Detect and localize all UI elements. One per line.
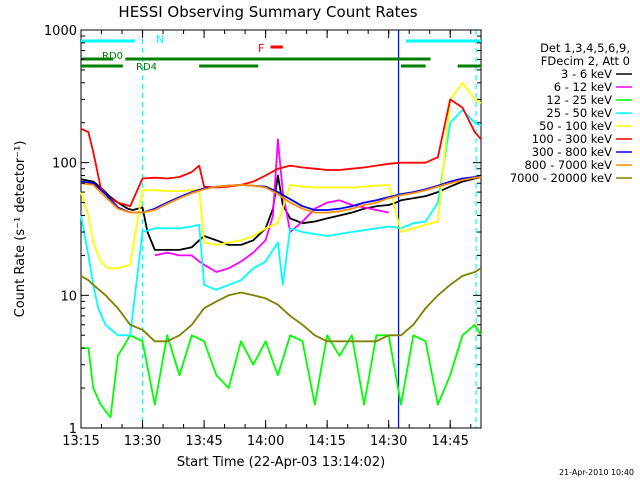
flag-bar-label: RD0 xyxy=(102,51,123,62)
y-axis: 1 10 100 1000 xyxy=(44,24,481,437)
series-line xyxy=(81,323,482,419)
legend: Det 1,3,4,5,6,9, FDecim 2, Att 0 3 - 6 k… xyxy=(510,41,632,185)
series-line xyxy=(80,98,482,208)
legend-label: 3 - 6 keV xyxy=(561,67,612,81)
series-line xyxy=(80,81,482,270)
legend-header-line-2: FDecim 2, Att 0 xyxy=(541,54,630,68)
y-tick-label: 1000 xyxy=(44,24,77,39)
vertical-markers xyxy=(141,30,477,428)
x-tick-label: 14:45 xyxy=(431,434,468,449)
series-layer xyxy=(80,81,482,419)
x-tick-label: 13:30 xyxy=(124,434,161,449)
chart-title: HESSI Observing Summary Count Rates xyxy=(118,3,417,21)
series-line xyxy=(80,174,482,251)
legend-header-line-1: Det 1,3,4,5,6,9, xyxy=(540,41,630,55)
legend-label: 25 - 50 keV xyxy=(546,106,612,120)
plot-area: N RD0 RD4 F xyxy=(80,29,482,429)
flag-bar-label: F xyxy=(258,42,264,55)
legend-label: 100 - 300 keV xyxy=(532,132,612,146)
series-line xyxy=(80,176,482,214)
legend-label: 6 - 12 keV xyxy=(554,80,612,94)
x-tick-label: 13:15 xyxy=(62,434,99,449)
legend-label: 12 - 25 keV xyxy=(546,93,612,107)
legend-label: 50 - 100 keV xyxy=(539,119,612,133)
x-axis-label: Start Time (22-Apr-03 13:14:02) xyxy=(177,455,385,470)
plot-frame xyxy=(80,29,482,429)
x-tick-label: 13:45 xyxy=(185,434,222,449)
flag-bar-label: RD4 xyxy=(136,62,157,73)
flag-bar-label: N xyxy=(156,33,164,46)
y-tick-label: 100 xyxy=(52,157,77,172)
x-tick-label: 14:00 xyxy=(247,434,284,449)
x-tick-label: 14:30 xyxy=(370,434,407,449)
series-line xyxy=(80,109,482,337)
y-tick-label: 10 xyxy=(60,289,77,304)
y-axis-label: Count Rate (s⁻¹ detector⁻¹) xyxy=(13,141,28,318)
series-line xyxy=(80,267,482,343)
flag-bars: N RD0 RD4 F xyxy=(81,33,481,73)
x-tick-label: 14:15 xyxy=(308,434,345,449)
footer-timestamp: 21-Apr-2010 10:40 xyxy=(559,468,634,477)
series-line xyxy=(154,138,389,273)
legend-label: 7000 - 20000 keV xyxy=(510,171,612,185)
x-axis: 13:15 13:30 13:45 14:00 14:15 14:30 14:45 xyxy=(62,30,472,449)
legend-label: 300 - 800 keV xyxy=(532,145,612,159)
y-tick-label: 1 xyxy=(69,422,77,437)
legend-label: 800 - 7000 keV xyxy=(524,158,612,172)
